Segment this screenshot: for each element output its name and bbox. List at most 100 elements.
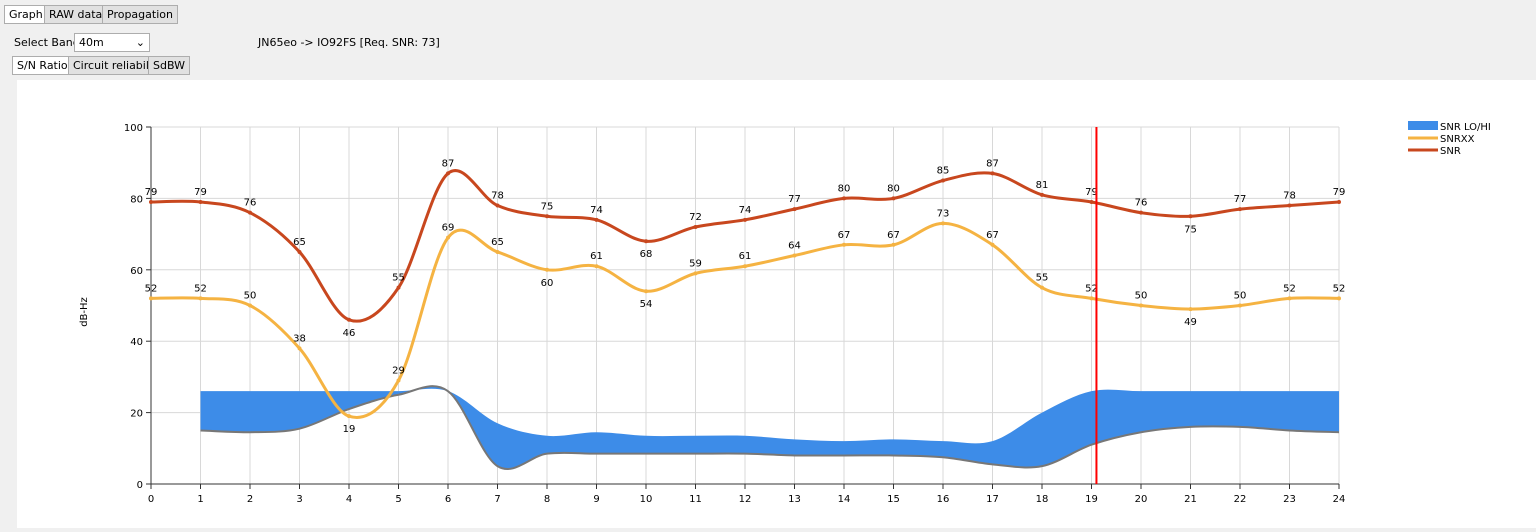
data-label: 60	[541, 278, 554, 289]
point	[1337, 296, 1341, 301]
point	[743, 264, 747, 269]
point	[891, 242, 896, 247]
point	[792, 207, 797, 212]
point	[594, 264, 599, 269]
point	[248, 210, 252, 215]
x-tick-label: 1	[197, 494, 203, 505]
x-tick-label: 0	[148, 494, 154, 505]
point	[396, 378, 401, 383]
data-label: 55	[1036, 273, 1049, 284]
point	[941, 221, 945, 226]
data-label: 52	[145, 283, 158, 294]
x-tick-label: 12	[739, 494, 752, 505]
y-tick-label: 60	[130, 266, 143, 277]
view-button[interactable]: S/N Ratio	[12, 56, 73, 75]
data-label: 80	[838, 183, 851, 194]
data-label: 81	[1036, 180, 1049, 191]
y-tick-label: 0	[137, 480, 143, 491]
point	[1238, 303, 1242, 308]
data-label: 80	[887, 183, 900, 194]
data-label: 76	[244, 198, 257, 209]
point	[1139, 210, 1143, 215]
point	[941, 178, 945, 183]
data-label: 74	[739, 205, 752, 216]
view-button[interactable]: Circuit reliability	[68, 56, 168, 75]
point	[198, 199, 203, 204]
data-label: 52	[1283, 283, 1296, 294]
band-label: Select Band	[14, 36, 80, 49]
x-tick-label: 22	[1234, 494, 1247, 505]
data-label: 87	[442, 158, 455, 169]
data-label: 50	[1135, 291, 1148, 302]
data-label: 78	[1283, 191, 1296, 202]
data-label: 64	[788, 241, 801, 252]
data-label: 19	[343, 424, 356, 435]
x-tick-label: 10	[640, 494, 653, 505]
data-label: 78	[491, 191, 504, 202]
point	[446, 235, 450, 240]
band-select[interactable]: 40m ⌄	[74, 33, 150, 52]
point	[1188, 307, 1193, 312]
point	[842, 242, 846, 247]
view-button[interactable]: SdBW	[148, 56, 190, 75]
point	[1287, 296, 1292, 301]
legend-label: SNR LO/HI	[1440, 122, 1491, 133]
data-label: 61	[739, 251, 752, 262]
tab[interactable]: Graph	[4, 5, 48, 24]
point	[545, 267, 549, 272]
x-tick-label: 16	[937, 494, 950, 505]
data-label: 79	[145, 187, 158, 198]
data-label: 38	[293, 333, 306, 344]
y-tick-label: 80	[130, 194, 143, 205]
point	[1188, 214, 1193, 219]
point	[990, 171, 995, 176]
x-tick-label: 17	[986, 494, 999, 505]
data-label: 68	[640, 249, 653, 260]
point	[644, 289, 648, 294]
y-tick-label: 100	[124, 123, 143, 134]
point	[792, 253, 797, 258]
data-label: 67	[986, 230, 999, 241]
data-label: 65	[293, 237, 306, 248]
point	[891, 196, 896, 201]
point	[495, 203, 500, 208]
point	[396, 285, 401, 290]
x-tick-label: 24	[1333, 494, 1346, 505]
point	[842, 196, 846, 201]
x-tick-label: 2	[247, 494, 253, 505]
data-label: 85	[937, 166, 950, 177]
data-label: 87	[986, 158, 999, 169]
point	[1040, 285, 1044, 290]
data-label: 52	[1333, 283, 1346, 294]
x-tick-label: 21	[1184, 494, 1197, 505]
point	[1089, 199, 1094, 204]
x-tick-label: 14	[838, 494, 851, 505]
data-label: 67	[838, 230, 851, 241]
x-tick-label: 19	[1085, 494, 1098, 505]
point	[297, 249, 302, 254]
dropdown-arrow: ⌄	[135, 36, 145, 49]
data-label: 59	[689, 258, 702, 269]
y-tick-label: 40	[130, 337, 143, 348]
x-tick-label: 6	[445, 494, 451, 505]
point	[495, 249, 500, 254]
data-label: 65	[491, 237, 504, 248]
x-tick-label: 13	[788, 494, 801, 505]
data-label: 29	[392, 365, 405, 376]
x-tick-label: 7	[494, 494, 500, 505]
data-label: 67	[887, 230, 900, 241]
tab[interactable]: Propagation	[102, 5, 178, 24]
range-area	[200, 386, 1339, 470]
route-text: JN65eo -> IO92FS [Req. SNR: 73]	[258, 36, 440, 49]
x-tick-label: 4	[346, 494, 352, 505]
data-label: 50	[244, 291, 257, 302]
point	[743, 217, 747, 222]
point	[693, 224, 698, 229]
data-label: 50	[1234, 291, 1247, 302]
x-tick-label: 20	[1135, 494, 1148, 505]
point	[1139, 303, 1143, 308]
tab[interactable]: RAW data	[44, 5, 108, 24]
data-label: 75	[1184, 224, 1197, 235]
point	[347, 414, 351, 419]
